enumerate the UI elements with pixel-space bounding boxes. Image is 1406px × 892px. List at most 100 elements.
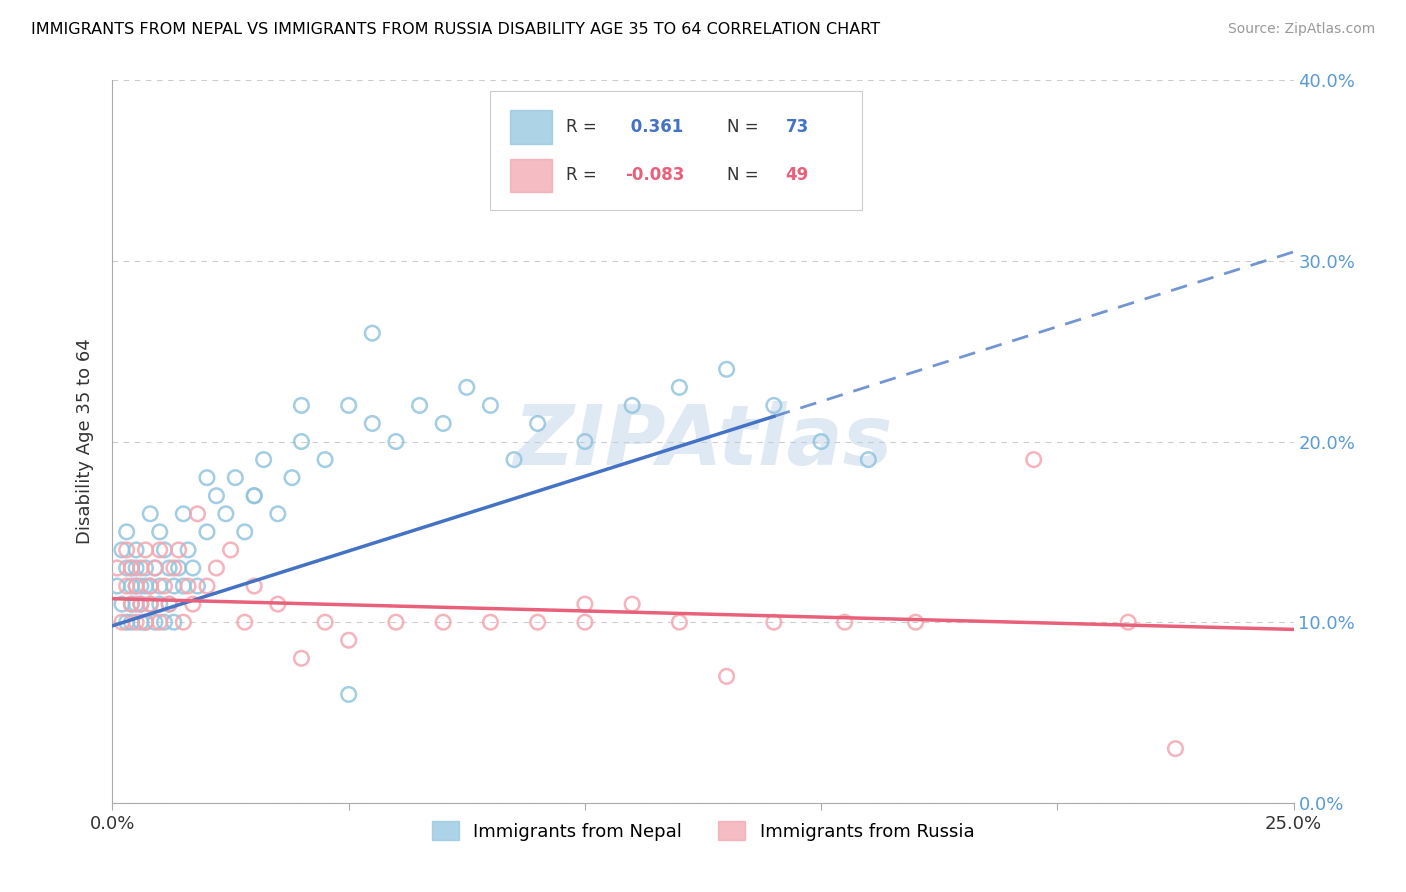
Point <box>120 597 142 611</box>
Point <box>1022 452 1045 467</box>
Point <box>205 489 228 503</box>
Text: 49: 49 <box>786 167 808 185</box>
Point <box>135 579 157 593</box>
Point <box>503 452 526 467</box>
Point <box>233 524 256 539</box>
Point <box>139 579 162 593</box>
Point <box>574 597 596 611</box>
Point <box>111 542 134 557</box>
Point <box>167 561 190 575</box>
Point <box>149 597 172 611</box>
Point <box>163 615 186 630</box>
Point <box>281 471 304 485</box>
Point <box>834 615 856 630</box>
Point <box>267 597 290 611</box>
Text: Source: ZipAtlas.com: Source: ZipAtlas.com <box>1227 22 1375 37</box>
Point <box>186 507 208 521</box>
Point <box>125 561 148 575</box>
Point <box>172 615 194 630</box>
Bar <box>510 159 551 192</box>
Text: ZIPAtlas: ZIPAtlas <box>513 401 893 482</box>
Point <box>115 615 138 630</box>
Point <box>621 597 644 611</box>
Text: R =: R = <box>567 167 596 185</box>
Point <box>153 579 176 593</box>
Point <box>135 615 157 630</box>
Point <box>181 561 204 575</box>
Point <box>337 398 360 412</box>
Point <box>125 579 148 593</box>
Point <box>115 542 138 557</box>
Point <box>157 561 180 575</box>
Point <box>456 380 478 394</box>
Point <box>135 561 157 575</box>
Point <box>290 651 312 665</box>
FancyBboxPatch shape <box>491 91 862 211</box>
Point <box>115 524 138 539</box>
Point <box>120 561 142 575</box>
Point <box>267 507 290 521</box>
Point <box>177 542 200 557</box>
Point <box>129 561 152 575</box>
Point <box>195 579 218 593</box>
Point <box>143 615 166 630</box>
Point <box>621 398 644 412</box>
Text: N =: N = <box>727 119 758 136</box>
Point <box>290 434 312 449</box>
Point <box>125 542 148 557</box>
Point <box>195 524 218 539</box>
Text: 0.361: 0.361 <box>626 119 683 136</box>
Point <box>314 452 336 467</box>
Point <box>143 561 166 575</box>
Point <box>120 561 142 575</box>
Point <box>115 579 138 593</box>
Point <box>479 615 502 630</box>
Point <box>858 452 880 467</box>
Point <box>224 471 246 485</box>
Point <box>904 615 927 630</box>
Point <box>716 669 738 683</box>
Point <box>125 615 148 630</box>
Point <box>479 398 502 412</box>
Point <box>361 417 384 431</box>
Point <box>163 579 186 593</box>
Point <box>253 452 276 467</box>
Point <box>149 524 172 539</box>
Point <box>526 615 548 630</box>
Point <box>181 597 204 611</box>
Point <box>337 633 360 648</box>
Point <box>177 579 200 593</box>
Point <box>432 417 454 431</box>
Point <box>233 615 256 630</box>
Text: IMMIGRANTS FROM NEPAL VS IMMIGRANTS FROM RUSSIA DISABILITY AGE 35 TO 64 CORRELAT: IMMIGRANTS FROM NEPAL VS IMMIGRANTS FROM… <box>31 22 880 37</box>
Point <box>526 417 548 431</box>
Point <box>129 615 152 630</box>
Point <box>574 615 596 630</box>
Point <box>762 163 785 178</box>
Point <box>172 507 194 521</box>
Point <box>105 561 128 575</box>
Point <box>139 507 162 521</box>
Point <box>195 471 218 485</box>
Point <box>153 542 176 557</box>
Point <box>186 579 208 593</box>
Point <box>139 579 162 593</box>
Point <box>243 489 266 503</box>
Point <box>314 615 336 630</box>
Text: 73: 73 <box>786 119 808 136</box>
Point <box>385 434 408 449</box>
Point <box>172 579 194 593</box>
Point <box>149 542 172 557</box>
Point <box>1116 615 1139 630</box>
Point <box>111 597 134 611</box>
Point <box>408 398 430 412</box>
Point <box>120 615 142 630</box>
Point <box>574 434 596 449</box>
Point <box>129 597 152 611</box>
Point <box>135 615 157 630</box>
Text: -0.083: -0.083 <box>626 167 685 185</box>
Point <box>135 542 157 557</box>
Point <box>668 615 690 630</box>
Point <box>129 579 152 593</box>
Point <box>219 542 242 557</box>
